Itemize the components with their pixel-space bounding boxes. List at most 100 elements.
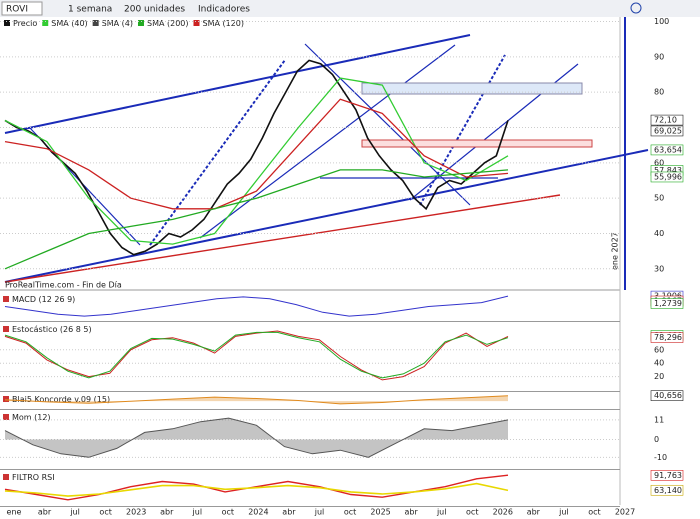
legend-entry: SMA (120) [203, 19, 245, 28]
y-tick-label: 0 [654, 435, 659, 444]
toolbar [0, 0, 700, 17]
line [4, 417, 509, 458]
x-tick-label: jul [436, 508, 447, 517]
panel-icon [3, 296, 9, 302]
legend: Precio SMA (40) SMA (4) SMA (200) SMA (120) [4, 19, 244, 28]
line [4, 169, 509, 270]
zone [361, 139, 593, 148]
period[interactable]: 1 semana [68, 5, 112, 15]
legend-swatch [4, 20, 10, 26]
line [4, 59, 509, 256]
value-label-box [650, 470, 684, 481]
y-tick-label: 60 [654, 345, 664, 354]
line [4, 77, 509, 245]
panel-title: Estocástico (26 8 5) [12, 325, 92, 334]
x-tick-label: 2025 [370, 508, 390, 517]
symbol-box[interactable] [1, 1, 43, 16]
x-tick-label: 2027 [615, 508, 635, 517]
line [4, 98, 509, 210]
legend-entry: Precio [13, 19, 37, 28]
y-tick-label: 40 [654, 229, 664, 238]
indicators[interactable]: Indicadores [198, 5, 250, 15]
panel-title: Blai5 Koncorde v.09 (15) [12, 395, 110, 404]
x-tick-label: abr [160, 508, 174, 517]
y-tick-label: 11 [654, 415, 664, 424]
trend-lines [4, 34, 649, 283]
y-tick-label: 20 [654, 372, 664, 381]
legend-swatch [92, 20, 99, 26]
y-tick-label: 60 [654, 158, 664, 167]
panel-icon [3, 396, 9, 402]
y-tick-label: 50 [654, 194, 664, 203]
line [4, 331, 509, 379]
x-tick-label: jul [558, 508, 569, 517]
x-tick-label: abr [282, 508, 296, 517]
x-tick-label: oct [466, 508, 478, 517]
value-label: 55,996 [654, 172, 682, 181]
value-label-box [650, 390, 684, 401]
panel-icon [3, 474, 9, 480]
value-label: 1,2739 [654, 299, 682, 308]
x-tick-label: 2023 [126, 508, 146, 517]
symbol[interactable]: ROVI [6, 5, 28, 15]
value-label-box [650, 114, 684, 126]
value-label-box [650, 144, 684, 156]
line [4, 295, 509, 317]
units[interactable]: 200 unidades [124, 5, 185, 15]
legend-swatch [42, 20, 49, 26]
x-tick-label: jul [192, 508, 203, 517]
value-label: 69,025 [654, 126, 682, 135]
y-tick-label: 90 [654, 52, 664, 61]
panel-title: FILTRO RSI [12, 473, 55, 482]
value-label-box [650, 332, 684, 343]
x-tick-label: 2026 [493, 508, 513, 517]
value-label: 40,656 [654, 391, 682, 400]
date-marker-label: ene 2027 [611, 232, 620, 270]
value-label-box [650, 171, 684, 183]
x-tick-label: 2024 [248, 508, 268, 517]
source: ProRealTime.com - Fin de Día [5, 281, 122, 290]
x-tick-label: abr [38, 508, 52, 517]
y-tick-label: 100 [654, 17, 669, 26]
area [5, 395, 508, 404]
line [4, 330, 509, 381]
x-tick-label: oct [344, 508, 356, 517]
y-tick-label: 30 [654, 264, 664, 273]
value-label-box [650, 125, 684, 137]
value-label: 57,843 [654, 166, 682, 175]
x-tick-label: oct [222, 508, 234, 517]
legend-entry: SMA (200) [147, 19, 189, 28]
x-tick-label: jul [314, 508, 325, 517]
support-line [4, 194, 561, 283]
y-tick-label: -10 [654, 453, 667, 462]
x-tick-label: abr [405, 508, 419, 517]
legend-swatch [137, 20, 144, 26]
value-label: 91,763 [654, 471, 682, 480]
value-label: 72,10 [654, 116, 677, 125]
icon[interactable] [630, 2, 642, 14]
x-tick-label: jul [69, 508, 80, 517]
legend-entry: SMA (4) [102, 19, 133, 28]
line [4, 482, 509, 497]
y-tick-label: 40 [654, 359, 664, 368]
value-label: 63,140 [654, 486, 682, 495]
panel-icon [3, 326, 9, 332]
panel-title: Mom (12) [12, 413, 51, 422]
legend-entry: SMA (40) [51, 19, 87, 28]
x-tick-label: oct [588, 508, 600, 517]
zone [361, 82, 583, 95]
value-label: 78,296 [654, 333, 682, 342]
x-tick-label: oct [99, 508, 111, 517]
x-tick-label: abr [527, 508, 541, 517]
x-tick-label: ene [7, 508, 22, 517]
area [5, 418, 508, 458]
value-label-box [650, 484, 684, 496]
panel-title: MACD (12 26 9) [12, 295, 75, 304]
panel-icon [3, 414, 9, 420]
legend-swatch [193, 20, 200, 26]
value-label: 63,654 [654, 145, 682, 154]
line [4, 395, 509, 405]
y-tick-label: 80 [654, 88, 664, 97]
value-label-box [650, 298, 684, 309]
